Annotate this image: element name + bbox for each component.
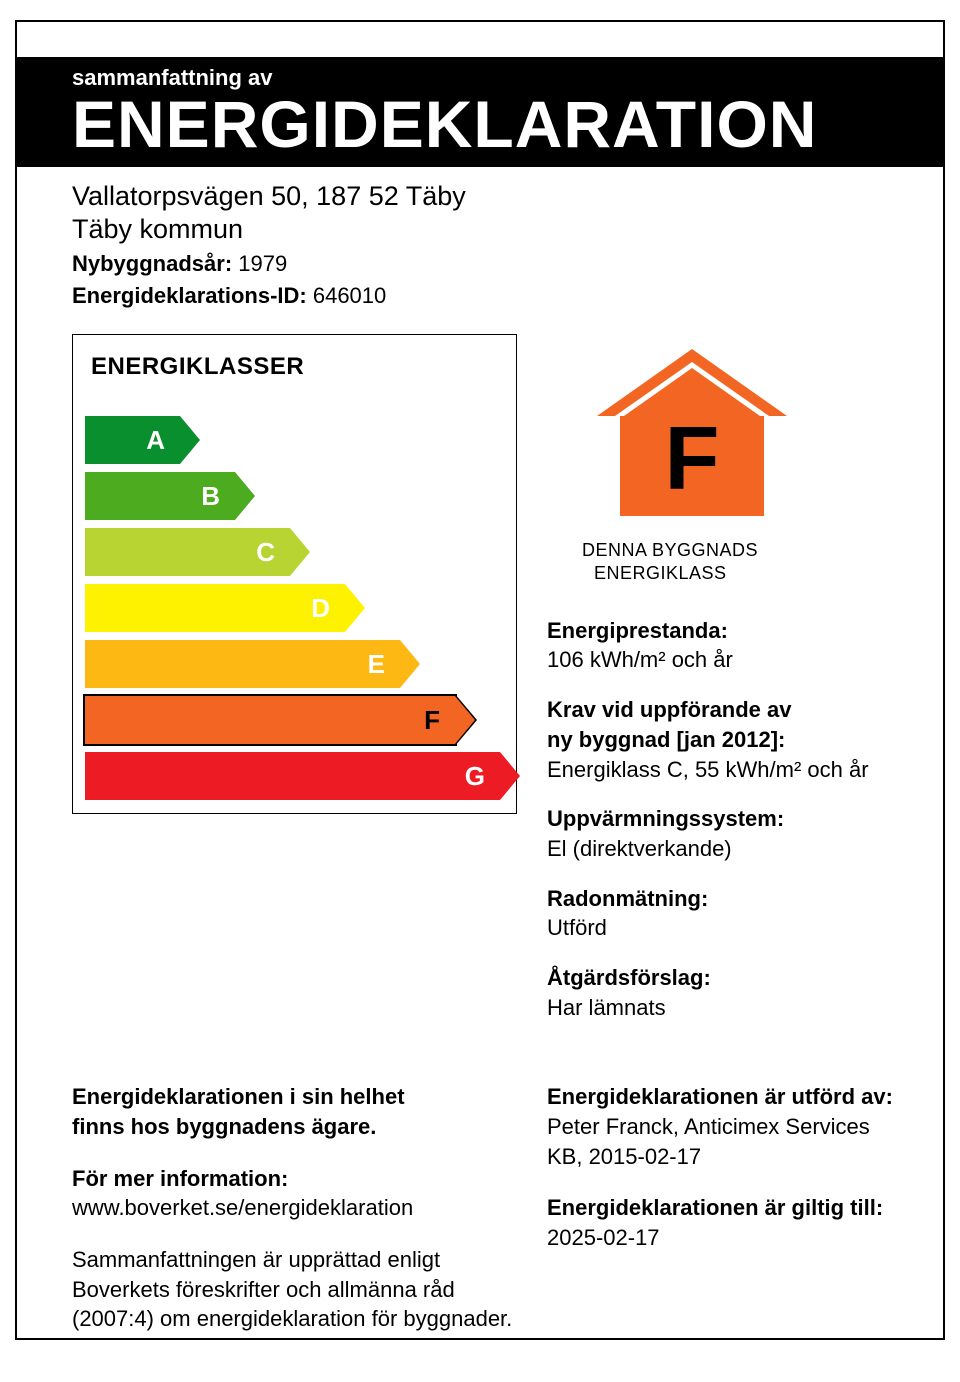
energy-classes-title: ENERGIKLASSER: [91, 353, 504, 381]
summary-note-l1: Sammanfattningen är upprättad enligt: [72, 1245, 517, 1275]
radon-value: Utförd: [547, 913, 907, 943]
declaration-id: Energideklarations-ID: 646010: [72, 283, 943, 309]
energy-class-d: D: [85, 584, 504, 632]
main-title: ENERGIDEKLARATION: [72, 91, 943, 157]
energy-classes-box: ENERGIKLASSER ABCDEFG: [72, 334, 517, 814]
radon-label: Radonmätning:: [547, 884, 907, 914]
energy-class-e: E: [85, 640, 504, 688]
energy-class-c: C: [85, 528, 504, 576]
issued-label: Energideklarationen är utförd av:: [547, 1082, 907, 1112]
house-caption: DENNA BYGGNADS ENERGIKLASS: [582, 539, 907, 586]
energy-class-arrows: ABCDEFG: [85, 416, 504, 800]
req-label-1: Krav vid uppförande av: [547, 695, 907, 725]
summary-note: Sammanfattningen är upprättad enligt Bov…: [72, 1245, 517, 1334]
id-value: 646010: [313, 283, 386, 308]
energy-class-f: F: [85, 696, 504, 744]
valid-value: 2025-02-17: [547, 1223, 907, 1253]
action-proposal: Åtgärdsförslag: Har lämnats: [547, 963, 907, 1022]
energy-class-a: A: [85, 416, 504, 464]
house-letter: F: [665, 409, 720, 509]
house-caption-line1: DENNA BYGGNADS: [582, 539, 907, 562]
summary-note-l3: (2007:4) om energideklaration för byggna…: [72, 1304, 517, 1334]
new-building-requirement: Krav vid uppförande av ny byggnad [jan 2…: [547, 695, 907, 784]
bottom-right: Energideklarationen är utförd av: Peter …: [517, 1082, 907, 1356]
valid-until: Energideklarationen är giltig till: 2025…: [547, 1193, 907, 1252]
full-decl-line2: finns hos byggnadens ägare.: [72, 1112, 517, 1142]
page-frame: sammanfattning av ENERGIDEKLARATION Vall…: [15, 20, 945, 1340]
property-info: Vallatorpsvägen 50, 187 52 Täby Täby kom…: [17, 167, 943, 309]
heat-value: El (direktverkande): [547, 834, 907, 864]
more-info-value: www.boverket.se/energideklaration: [72, 1193, 517, 1223]
address: Vallatorpsvägen 50, 187 52 Täby: [72, 181, 943, 212]
house-caption-line2: ENERGIKLASS: [594, 562, 907, 585]
perf-value: 106 kWh/m² och år: [547, 645, 907, 675]
issued-by: Energideklarationen är utförd av: Peter …: [547, 1082, 907, 1171]
energy-performance: Energiprestanda: 106 kWh/m² och år: [547, 616, 907, 675]
energy-class-g: G: [85, 752, 504, 800]
construction-year: Nybyggnadsår: 1979: [72, 251, 943, 277]
req-label-2: ny byggnad [jan 2012]:: [547, 725, 907, 755]
issued-value1: Peter Franck, Anticimex Services: [547, 1112, 907, 1142]
house-icon: F: [582, 344, 907, 529]
content-row: ENERGIKLASSER ABCDEFG F DENNA BYGGNADS E…: [17, 334, 943, 1042]
heat-label: Uppvärmningssystem:: [547, 804, 907, 834]
radon-measurement: Radonmätning: Utförd: [547, 884, 907, 943]
left-column: ENERGIKLASSER ABCDEFG: [17, 334, 517, 1042]
heating-system: Uppvärmningssystem: El (direktverkande): [547, 804, 907, 863]
req-value: Energiklass C, 55 kWh/m² och år: [547, 755, 907, 785]
bottom-row: Energideklarationen i sin helhet finns h…: [17, 1082, 943, 1356]
more-info-label: För mer information:: [72, 1164, 517, 1194]
action-value: Har lämnats: [547, 993, 907, 1023]
issued-value2: KB, 2015-02-17: [547, 1142, 907, 1172]
energy-class-b: B: [85, 472, 504, 520]
id-label: Energideklarations-ID:: [72, 283, 307, 308]
full-decl-line1: Energideklarationen i sin helhet: [72, 1082, 517, 1112]
info-block: Energiprestanda: 106 kWh/m² och år Krav …: [547, 616, 907, 1023]
summary-note-l2: Boverkets föreskrifter och allmänna råd: [72, 1275, 517, 1305]
municipality: Täby kommun: [72, 214, 943, 245]
more-information: För mer information: www.boverket.se/ene…: [72, 1164, 517, 1223]
header-band: sammanfattning av ENERGIDEKLARATION: [17, 57, 943, 167]
full-declaration-note: Energideklarationen i sin helhet finns h…: [72, 1082, 517, 1141]
year-label: Nybyggnadsår:: [72, 251, 232, 276]
action-label: Åtgärdsförslag:: [547, 963, 907, 993]
perf-label: Energiprestanda:: [547, 616, 907, 646]
right-column: F DENNA BYGGNADS ENERGIKLASS Energiprest…: [517, 334, 907, 1042]
bottom-left: Energideklarationen i sin helhet finns h…: [17, 1082, 517, 1356]
valid-label: Energideklarationen är giltig till:: [547, 1193, 907, 1223]
year-value: 1979: [238, 251, 287, 276]
